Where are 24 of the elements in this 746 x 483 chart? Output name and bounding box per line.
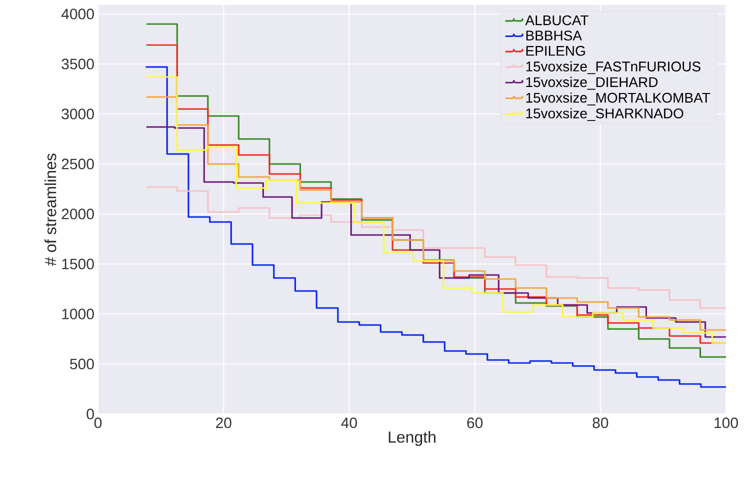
y-axis-title: # of streamlines <box>44 154 56 266</box>
x-axis-title: Length <box>388 431 436 446</box>
y-tick-label: 500 <box>70 358 94 370</box>
legend-label: 15voxsize_SHARKNADO <box>526 108 684 122</box>
legend-label: BBBHSA <box>526 30 582 41</box>
y-tick-label: 2000 <box>62 208 94 220</box>
x-tick-label: 0 <box>94 418 102 428</box>
legend-label: EPILENG <box>526 46 585 56</box>
y-tick-label: 3000 <box>62 108 94 120</box>
legend-label: 15voxsize_MORTALKOMBAT <box>526 92 710 106</box>
x-tick-label: 20 <box>216 418 232 428</box>
x-tick-label: 80 <box>592 418 608 428</box>
x-tick-label: 100 <box>714 418 738 428</box>
y-tick-label: 1500 <box>62 258 94 270</box>
legend-label: 15voxsize_DIEHARD <box>526 76 658 90</box>
y-tick-label: 0 <box>86 408 94 420</box>
x-tick-label: 40 <box>341 418 357 428</box>
y-tick-label: 2500 <box>62 158 94 170</box>
y-tick-label: 3500 <box>62 58 94 70</box>
x-tick-label: 60 <box>467 418 483 428</box>
y-tick-label: 1000 <box>62 308 94 320</box>
legend-label: 15voxsize_FASTnFURIOUS <box>526 61 700 74</box>
y-tick-label: 4000 <box>61 8 94 20</box>
legend-label: ALBUCAT <box>525 15 588 26</box>
